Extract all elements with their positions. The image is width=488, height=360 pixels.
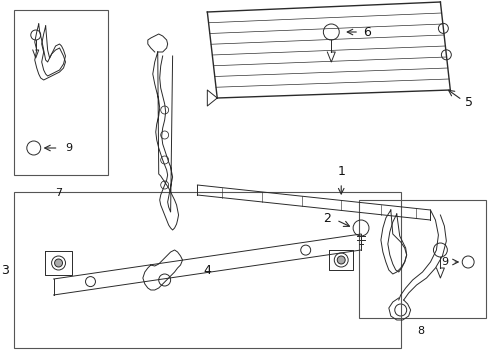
Circle shape <box>52 256 65 270</box>
Bar <box>358 200 485 318</box>
Text: 9: 9 <box>65 143 73 153</box>
Bar <box>14 192 400 348</box>
Text: 5: 5 <box>464 95 472 108</box>
Text: 9: 9 <box>440 257 447 267</box>
Circle shape <box>334 253 347 267</box>
Text: 2: 2 <box>323 212 331 225</box>
Text: 1: 1 <box>337 165 345 178</box>
Text: 4: 4 <box>203 264 211 276</box>
Text: 8: 8 <box>416 326 423 336</box>
Bar <box>14 10 108 175</box>
Circle shape <box>55 259 62 267</box>
Text: 7: 7 <box>55 188 62 198</box>
Text: 6: 6 <box>362 26 370 39</box>
Text: 3: 3 <box>1 264 9 276</box>
Circle shape <box>337 256 345 264</box>
